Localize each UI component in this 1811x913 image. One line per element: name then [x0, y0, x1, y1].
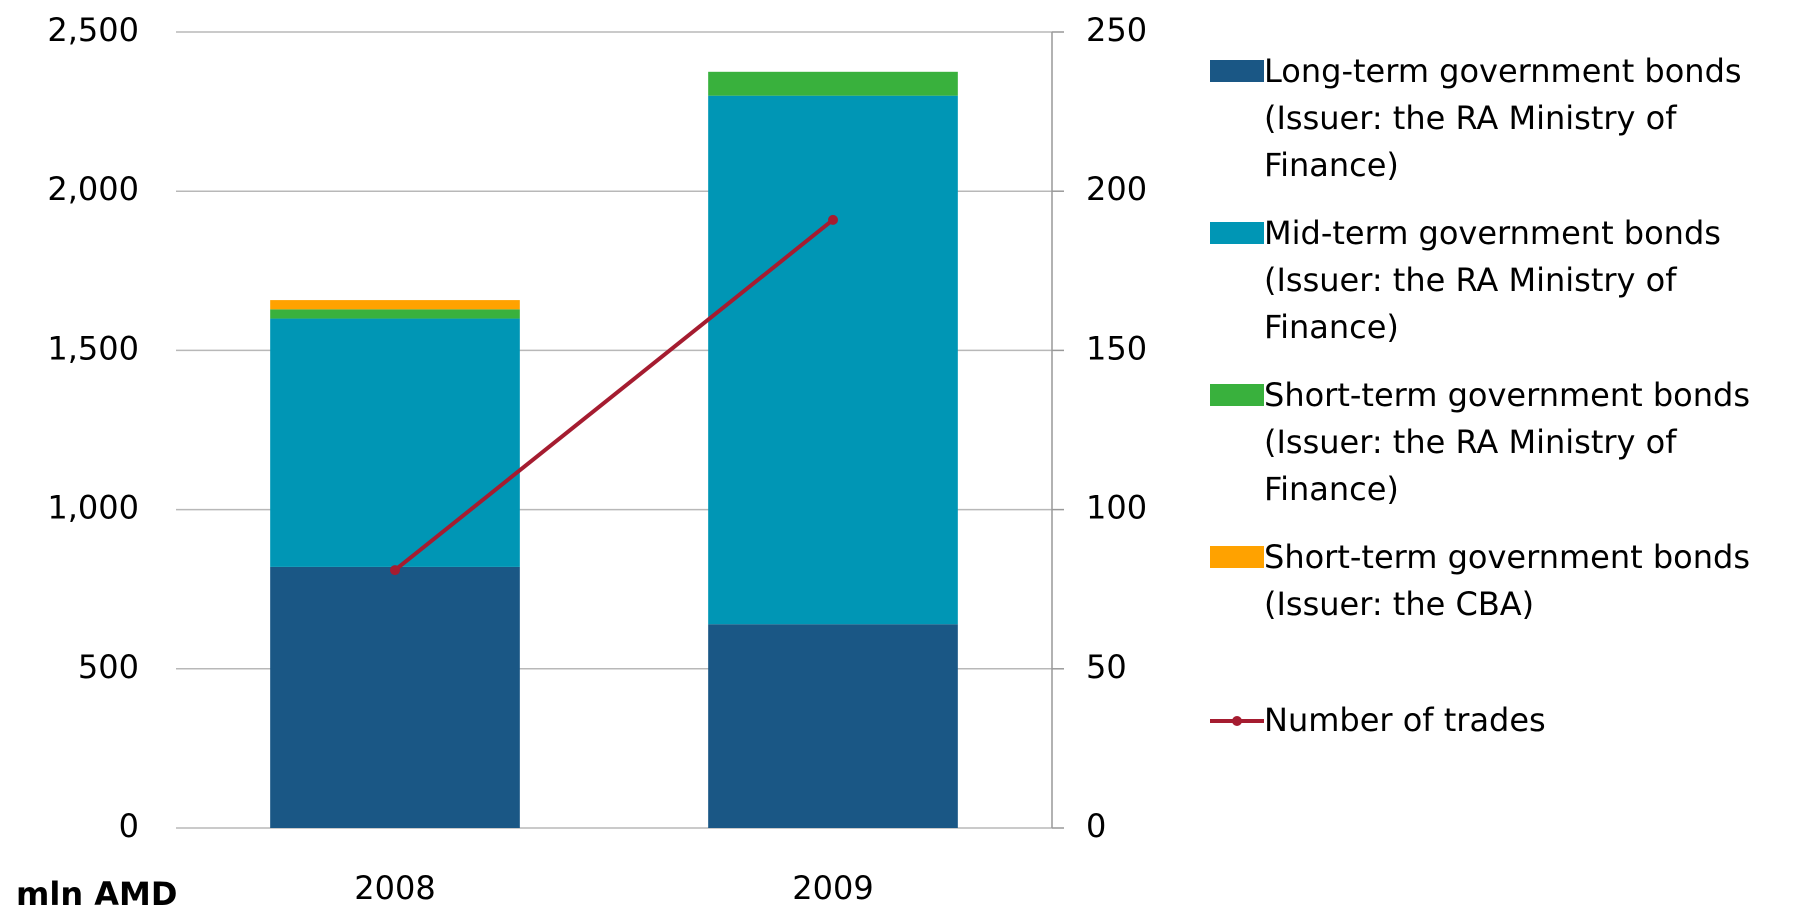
line-marker [390, 565, 400, 576]
legend-entry: Number of trades [1210, 697, 1810, 744]
y2-tick-label: 250 [1086, 11, 1147, 49]
y2-tick-label: 100 [1086, 489, 1147, 527]
bar-segment [270, 318, 520, 567]
legend-entry: Long-term government bonds (Issuer: the … [1210, 48, 1810, 189]
legend-swatch [1210, 222, 1264, 244]
legend-label: Short-term government bonds (Issuer: the… [1264, 376, 1750, 508]
legend-marker [1232, 716, 1242, 726]
y-tick-label: 0 [119, 807, 139, 845]
bar-segment [270, 309, 520, 319]
y2-tick-label: 50 [1086, 648, 1127, 686]
bar-segment [708, 624, 958, 828]
line-marker [828, 214, 838, 225]
y-tick-label: 2,000 [47, 170, 139, 208]
y-tick-label: 1,500 [47, 329, 139, 367]
legend-entry: Short-term government bonds (Issuer: the… [1210, 372, 1810, 513]
legend-label: Short-term government bonds (Issuer: the… [1264, 538, 1750, 623]
legend-swatch [1210, 384, 1264, 406]
x-tick-label: 2008 [354, 869, 435, 907]
y-tick-label: 2,500 [47, 11, 139, 49]
y2-tick-label: 150 [1086, 329, 1147, 367]
bar-segment [270, 300, 520, 310]
legend-entry: Short-term government bonds (Issuer: the… [1210, 534, 1810, 628]
bar-segment [270, 566, 520, 828]
x-tick-label: 2009 [792, 869, 873, 907]
y2-tick-label: 200 [1086, 170, 1147, 208]
line-series [393, 218, 835, 572]
y2-tick-label: 0 [1086, 807, 1106, 845]
legend-swatch [1210, 60, 1264, 82]
legend-swatch [1210, 716, 1264, 726]
y-tick-label: 1,000 [47, 489, 139, 527]
legend-entry: Mid-term government bonds (Issuer: the R… [1210, 210, 1810, 351]
legend-swatch [1210, 546, 1264, 568]
legend-label: Number of trades [1264, 701, 1546, 739]
y-tick-label: 500 [78, 648, 139, 686]
legend-label: Long-term government bonds (Issuer: the … [1264, 52, 1742, 184]
legend-label: Mid-term government bonds (Issuer: the R… [1264, 214, 1721, 346]
bar-segment [708, 71, 958, 96]
bar-segment [708, 95, 958, 625]
y-axis-label: mln AMD [16, 875, 177, 913]
